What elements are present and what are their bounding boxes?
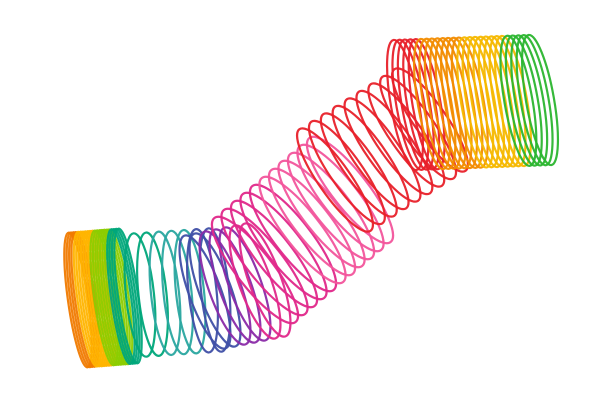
slinky-coil: [108, 227, 138, 365]
slinky-coil: [188, 232, 242, 348]
slinky-coil: [319, 112, 398, 218]
slinky-coil: [229, 199, 319, 309]
slinky-coil: [418, 37, 457, 170]
slinky-coil: [445, 36, 484, 169]
slinky-coil: [515, 34, 554, 167]
slinky-coil: [499, 34, 538, 167]
slinky-coil: [295, 127, 375, 233]
slinky-coil: [429, 37, 468, 170]
slinky-coil: [123, 232, 157, 358]
slinky-coil: [103, 228, 134, 366]
slinky-coil: [391, 38, 430, 171]
slinky-coil: [331, 104, 410, 211]
slinky-coil: [343, 97, 422, 203]
slinky-coil: [136, 231, 169, 357]
slinky-coil: [267, 167, 357, 277]
slinky-coil: [367, 82, 446, 188]
slinky-coil: [472, 35, 511, 168]
slinky-coil: [277, 159, 366, 269]
slinky-coil: [248, 183, 338, 293]
slinky-coil: [423, 37, 462, 170]
slinky-coil: [110, 227, 141, 365]
slinky-coil: [96, 228, 127, 366]
slinky-coil: [434, 37, 473, 170]
slinky-coil: [208, 228, 262, 344]
slinky-coil: [520, 33, 560, 167]
slinky-coil: [461, 36, 500, 169]
slinky-coil: [504, 34, 543, 167]
slinky-coil: [396, 38, 435, 171]
slinky-coil: [220, 207, 309, 317]
slinky-coil: [439, 36, 479, 170]
slinky-coil: [412, 37, 452, 171]
slinky-coil: [450, 36, 489, 169]
slinky-coil: [402, 38, 441, 171]
slinky-coil: [510, 34, 549, 167]
slinky-coil: [466, 35, 506, 169]
slinky-coil: [178, 234, 232, 350]
slinky-coil: [210, 215, 300, 325]
slinky-coil: [477, 35, 516, 168]
slinky-coil: [239, 191, 328, 301]
slinky-coil: [286, 151, 376, 261]
slinky-coil: [161, 229, 194, 356]
slinky-coil: [385, 38, 425, 172]
slinky-coil: [407, 38, 446, 171]
slinky-coil: [493, 34, 533, 168]
slinky-coil: [307, 119, 386, 226]
slinky-coil: [258, 175, 347, 285]
slinky-coil: [456, 36, 495, 169]
slinky-coil: [488, 35, 527, 168]
slinky-coil: [198, 230, 252, 346]
slinky-coil: [148, 230, 182, 357]
slinky-coil: [483, 35, 522, 168]
slinky-coil: [305, 135, 395, 245]
slinky-coil: [173, 228, 207, 355]
